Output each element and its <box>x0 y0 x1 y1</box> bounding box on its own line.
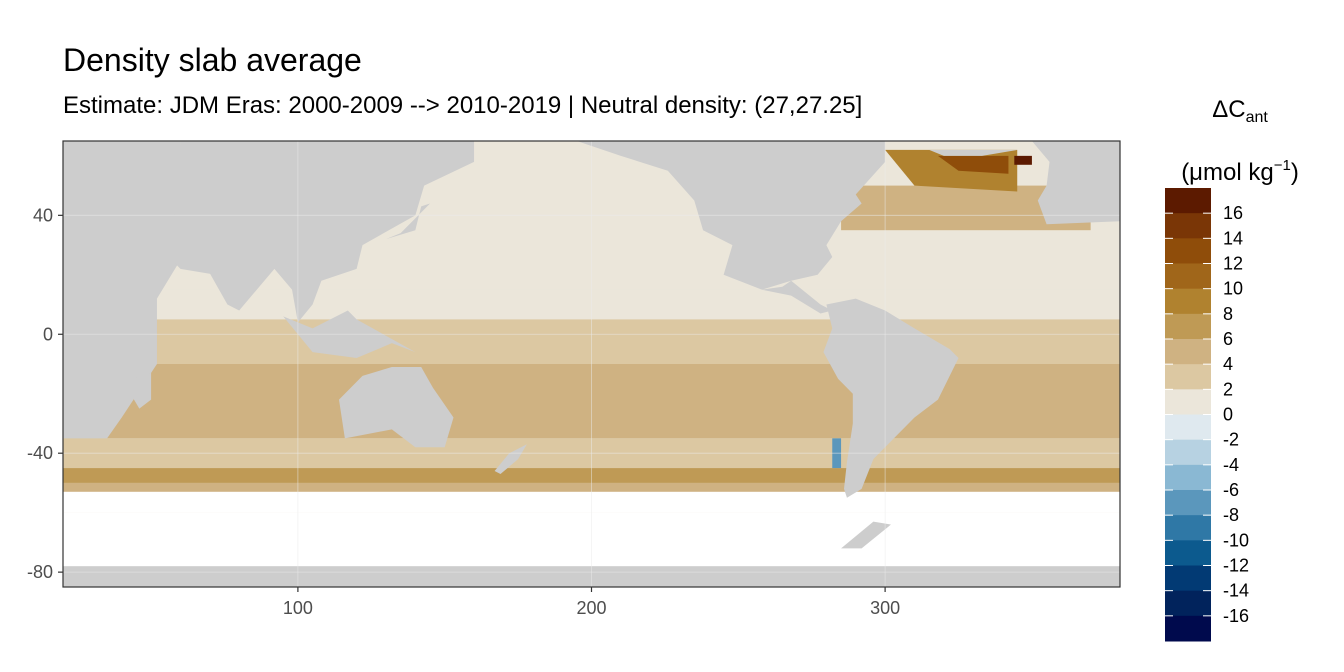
legend-swatch <box>1165 439 1211 466</box>
field-max-cell <box>1014 155 1032 165</box>
legend-unit: (μmol kg−1) <box>1150 142 1330 197</box>
land-central-america <box>761 280 833 314</box>
legend-label: -4 <box>1223 455 1239 475</box>
x-tick-label: 200 <box>576 598 606 618</box>
legend-label: 2 <box>1223 379 1233 399</box>
legend-label: 14 <box>1223 228 1243 248</box>
legend-label: -16 <box>1223 606 1249 626</box>
land-greenland <box>929 149 1018 156</box>
land-india <box>203 262 263 311</box>
legend-variable: ΔCant <box>1150 86 1330 142</box>
colorbar-legend: 16 14 12 10 8 6 4 2 0 -2 -4 -6 -8 -10 -12 -14 -16 <box>1165 188 1249 642</box>
y-tick-label: -80 <box>27 562 53 582</box>
legend-label: 4 <box>1223 354 1233 374</box>
land-antarctic-peninsula <box>841 521 891 549</box>
map-subtitle: Estimate: JDM Eras: 2000-2009 --> 2010-2… <box>63 92 863 119</box>
land-australia <box>338 366 454 448</box>
legend-variable-main: ΔC <box>1212 96 1246 123</box>
legend-label: -10 <box>1223 530 1249 550</box>
legend-label: 6 <box>1223 329 1233 349</box>
legend-swatch <box>1165 238 1211 264</box>
legend-swatch <box>1165 490 1211 516</box>
legend-swatch <box>1165 540 1211 566</box>
field-subpolar-core <box>937 155 1009 174</box>
legend-swatch <box>1165 414 1211 441</box>
legend-swatch <box>1165 565 1211 592</box>
legend-label: 8 <box>1223 304 1233 324</box>
y-tick-label: 40 <box>33 205 53 225</box>
x-tick-label: 300 <box>870 598 900 618</box>
land-madagascar <box>130 372 152 409</box>
x-axis: 100 200 300 <box>283 587 900 618</box>
x-tick-label: 100 <box>283 598 313 618</box>
y-tick-label: 0 <box>43 324 53 344</box>
legend-swatch <box>1165 288 1211 315</box>
legend-swatch <box>1165 389 1211 415</box>
legend-swatch <box>1165 188 1211 214</box>
land-uk-europe <box>1031 141 1120 225</box>
legend-label: -2 <box>1223 430 1239 450</box>
legend-label: -12 <box>1223 556 1249 576</box>
legend-unit-close: ) <box>1290 159 1299 186</box>
legend-swatch <box>1165 615 1211 642</box>
map-title: Density slab average <box>63 42 362 78</box>
legend-swatch <box>1165 364 1211 390</box>
legend-swatch <box>1165 263 1211 290</box>
land-new-zealand <box>494 444 527 475</box>
legend-unit-open: (μmol kg <box>1181 159 1274 186</box>
legend-swatch <box>1165 213 1211 239</box>
legend-unit-sup: −1 <box>1273 157 1291 174</box>
legend-label: -6 <box>1223 480 1239 500</box>
y-tick-label: -40 <box>27 443 53 463</box>
y-axis: 40 0 -40 -80 <box>27 205 63 582</box>
map-panel <box>63 141 1120 587</box>
legend-label: 12 <box>1223 254 1243 274</box>
legend-swatch <box>1165 339 1211 365</box>
legend-swatch <box>1165 313 1211 340</box>
legend-label: -8 <box>1223 505 1239 525</box>
legend-label: -14 <box>1223 581 1249 601</box>
legend-swatch <box>1165 515 1211 541</box>
legend-title: ΔCant (μmol kg−1) <box>1150 86 1330 197</box>
legend-label: 0 <box>1223 405 1233 425</box>
legend-swatch <box>1165 590 1211 617</box>
legend-label: 16 <box>1223 203 1243 223</box>
legend-label: 10 <box>1223 279 1243 299</box>
land-south-america <box>823 298 959 498</box>
legend-swatch <box>1165 464 1211 491</box>
land-japan <box>385 203 431 240</box>
legend-variable-sub: ant <box>1245 109 1268 126</box>
